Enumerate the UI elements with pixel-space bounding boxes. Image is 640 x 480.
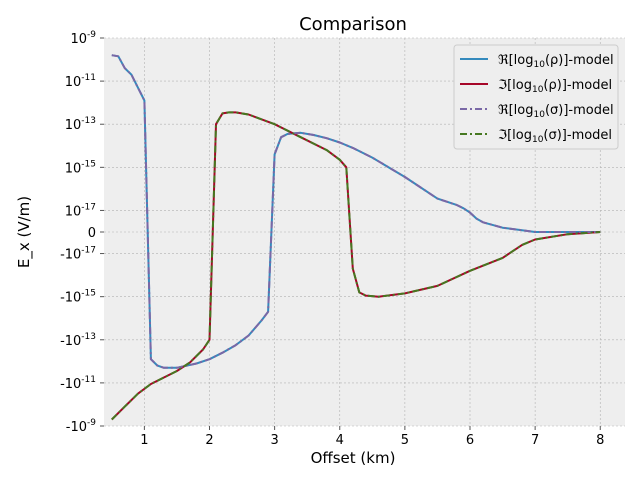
y-axis-label: E_x (V/m) [15,196,34,268]
y-tick-label: -10-9 [66,418,96,435]
y-tick-label: 10-13 [65,116,96,133]
x-axis-label: Offset (km) [311,449,396,467]
y-tick-label: 10-9 [70,30,96,47]
legend-label-1: ℜ[log10(ρ)]-model [498,53,614,70]
legend-label-4: ℑ[log10(σ)]-model [498,128,612,145]
x-tick-label: 2 [205,433,213,448]
legend-label-2: ℑ[log10(ρ)]-model [498,78,612,95]
y-tick-label: -10-15 [60,289,96,306]
x-tick-label: 8 [596,433,604,448]
y-tick-label: 10-11 [65,73,96,90]
legend: ℜ[log10(ρ)]-model ℑ[log10(ρ)]-model ℜ[log1… [453,44,619,150]
x-tick-label: 7 [531,433,539,448]
x-tick-label: 1 [140,433,148,448]
y-axis: 10-9 10-11 10-13 10-15 10-17 0 -10-17 -10-15 -10… [60,30,104,435]
y-tick-label: -10-17 [60,246,96,263]
chart-title: Comparison [299,14,407,35]
legend-box [453,44,619,150]
series-lines [111,54,601,421]
y-tick-label: 0 [88,226,96,241]
y-tick-label: 10-15 [65,159,96,176]
x-tick-label: 5 [401,433,409,448]
x-tick-label: 6 [466,433,474,448]
x-tick-label: 4 [336,433,344,448]
y-tick-label: 10-17 [65,202,96,219]
y-tick-label: -10-13 [60,332,96,349]
series-line-3 [111,54,601,369]
x-tick-label: 3 [270,433,278,448]
y-tick-label: -10-11 [60,375,96,392]
x-axis: 1 2 3 4 5 6 7 8 [140,426,604,448]
legend-label-3: ℜ[log10(σ)]-model [498,103,614,120]
series-line-4 [111,111,601,421]
